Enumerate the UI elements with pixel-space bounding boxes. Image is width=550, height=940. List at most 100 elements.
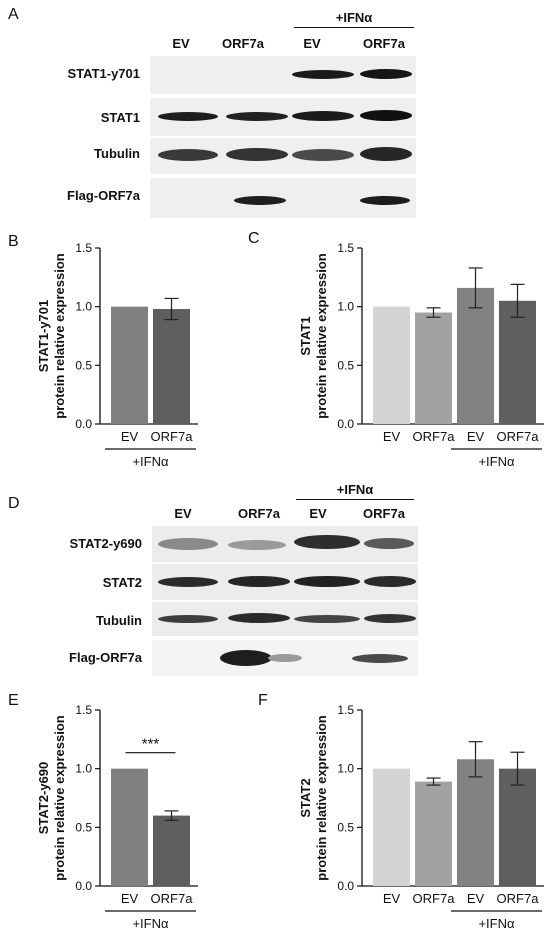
band	[294, 535, 360, 549]
row-label-d-1: STAT2-y690	[69, 536, 143, 551]
y-tick-label: 0.0	[337, 879, 354, 893]
blot-a-flag-orf7a	[150, 178, 416, 218]
blot-a-stat1-y701	[150, 56, 416, 94]
band	[360, 196, 410, 205]
row-label-d-2: STAT2	[102, 575, 142, 590]
row-label-a-2: STAT1	[100, 110, 140, 125]
lane-label-a-2: ORF7a	[222, 36, 264, 51]
bar	[499, 300, 536, 424]
band	[360, 69, 412, 79]
x-tick-label: EV	[383, 891, 401, 906]
blot-d-stat2	[152, 564, 418, 600]
group-label: +IFNα	[478, 454, 515, 469]
band	[226, 112, 288, 121]
y-tick-label: 1.0	[337, 762, 354, 776]
treatment-label-a: +IFNα	[335, 10, 373, 25]
bar	[111, 306, 148, 424]
chart-f: 0.0 0.5 1.0 1.5 STAT2 protein relative expres…	[298, 703, 544, 931]
bar	[415, 781, 452, 886]
panel-letter-a: A	[8, 6, 19, 23]
y-tick-label: 0.5	[337, 358, 354, 372]
y-axis-label: STAT1-y701	[36, 300, 51, 373]
lane-label-d-3: EV	[309, 506, 327, 521]
chart-e: 0.0 0.5 1.0 1.5 STAT2-y690 protein relative e…	[36, 703, 198, 931]
chart-b: 0.0 0.5 1.0 1.5 STAT1-y701 protein relative e…	[36, 241, 198, 469]
x-tick-label: EV	[467, 891, 485, 906]
y-tick-label: 1.0	[75, 762, 92, 776]
x-tick-label: ORF7a	[413, 891, 456, 906]
row-label-a-1: STAT1-y701	[67, 66, 141, 81]
x-tick-label: EV	[121, 429, 139, 444]
blot-d-flag-orf7a	[152, 640, 418, 676]
blot-a-stat1	[150, 98, 416, 136]
blot-d-tubulin	[152, 602, 418, 636]
band	[158, 112, 218, 121]
x-tick-label: EV	[467, 429, 485, 444]
band	[226, 148, 288, 161]
x-tick-label: ORF7a	[151, 429, 194, 444]
y-tick-label: 1.0	[337, 300, 354, 314]
bar	[153, 309, 190, 424]
band	[292, 70, 354, 79]
y-tick-label: 0.5	[75, 358, 92, 372]
band	[234, 196, 286, 205]
row-label-d-3: Tubulin	[96, 613, 142, 628]
y-axis-label-2: protein relative expression	[52, 253, 67, 419]
y-tick-label: 0.0	[337, 417, 354, 431]
y-axis-label: STAT1	[298, 316, 313, 355]
y-tick-label: 1.5	[75, 703, 92, 717]
chart-c: 0.0 0.5 1.0 1.5 STAT1 protein relative expres…	[298, 241, 544, 469]
y-axis-label-2: protein relative expression	[52, 715, 67, 881]
y-tick-label: 1.0	[75, 300, 92, 314]
y-tick-label: 0.0	[75, 879, 92, 893]
y-axis-label-2: protein relative expression	[314, 253, 329, 419]
y-tick-label: 0.0	[75, 417, 92, 431]
band	[294, 615, 360, 623]
band	[268, 654, 302, 662]
significance-label: ***	[142, 736, 160, 753]
y-tick-label: 1.5	[337, 241, 354, 255]
band	[360, 110, 412, 121]
blot-d-stat2-y690	[152, 526, 418, 562]
panel-letter-b: B	[8, 233, 19, 250]
group-label: +IFNα	[478, 916, 515, 931]
x-tick-label: ORF7a	[497, 429, 540, 444]
y-axis-label: STAT2-y690	[36, 762, 51, 835]
blot-a-tubulin	[150, 138, 416, 174]
band	[364, 538, 414, 549]
panel-letter-c: C	[248, 230, 260, 247]
band	[158, 538, 218, 550]
y-tick-label: 1.5	[337, 703, 354, 717]
x-tick-label: EV	[121, 891, 139, 906]
band	[292, 111, 354, 121]
bar	[111, 768, 148, 886]
lane-label-d-1: EV	[174, 506, 192, 521]
bar	[373, 768, 410, 886]
band	[292, 149, 354, 161]
band	[352, 654, 408, 663]
x-tick-label: ORF7a	[151, 891, 194, 906]
y-tick-label: 0.5	[75, 820, 92, 834]
bar	[457, 759, 494, 886]
band	[364, 576, 416, 587]
x-tick-label: EV	[383, 429, 401, 444]
bar	[415, 312, 452, 424]
band	[294, 576, 360, 587]
x-tick-label: ORF7a	[497, 891, 540, 906]
panel-letter-e: E	[8, 692, 19, 709]
band	[364, 614, 416, 623]
treatment-line-a	[294, 27, 414, 28]
group-label: +IFNα	[132, 454, 169, 469]
band	[228, 540, 286, 550]
y-axis-label: STAT2	[298, 778, 313, 817]
y-axis-label-2: protein relative expression	[314, 715, 329, 881]
panel-letter-d: D	[8, 495, 20, 512]
bar	[373, 306, 410, 424]
band	[228, 576, 290, 587]
y-tick-label: 0.5	[337, 820, 354, 834]
lane-label-a-4: ORF7a	[363, 36, 405, 51]
band	[158, 615, 218, 623]
lane-label-d-4: ORF7a	[363, 506, 405, 521]
band	[228, 613, 290, 623]
lane-label-a-3: EV	[303, 36, 321, 51]
